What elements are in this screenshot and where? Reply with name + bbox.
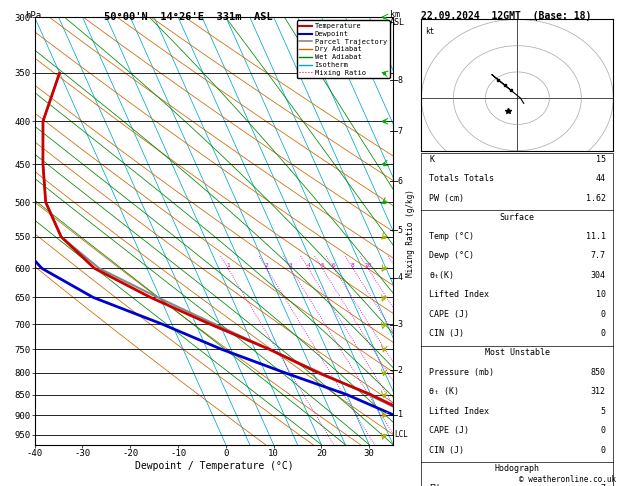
Text: Lifted Index: Lifted Index — [429, 291, 489, 299]
Text: CIN (J): CIN (J) — [429, 330, 464, 338]
Text: EH: EH — [429, 484, 439, 486]
Text: ASL: ASL — [390, 18, 405, 28]
Text: 5: 5 — [398, 226, 403, 235]
Text: 3: 3 — [289, 263, 292, 268]
Text: 7: 7 — [601, 484, 606, 486]
Text: Totals Totals: Totals Totals — [429, 174, 494, 183]
Text: 6: 6 — [398, 177, 403, 186]
Text: 6: 6 — [332, 263, 336, 268]
X-axis label: Dewpoint / Temperature (°C): Dewpoint / Temperature (°C) — [135, 461, 293, 470]
Text: 7.7: 7.7 — [591, 251, 606, 260]
Text: Most Unstable: Most Unstable — [485, 348, 550, 357]
Text: CAPE (J): CAPE (J) — [429, 426, 469, 435]
Text: 44: 44 — [596, 174, 606, 183]
Text: 1: 1 — [226, 263, 230, 268]
Text: LCL: LCL — [394, 431, 408, 439]
Text: km: km — [390, 10, 400, 19]
Text: 0: 0 — [601, 330, 606, 338]
Text: Mixing Ratio (g/kg): Mixing Ratio (g/kg) — [406, 190, 415, 277]
Text: PW (cm): PW (cm) — [429, 194, 464, 203]
Text: 2: 2 — [398, 366, 403, 375]
Text: Pressure (mb): Pressure (mb) — [429, 367, 494, 377]
Text: 22.09.2024  12GMT  (Base: 18): 22.09.2024 12GMT (Base: 18) — [421, 11, 592, 21]
Text: 312: 312 — [591, 387, 606, 396]
Text: CIN (J): CIN (J) — [429, 446, 464, 454]
Text: 1: 1 — [398, 410, 403, 419]
Text: 0: 0 — [601, 310, 606, 319]
Text: 4: 4 — [306, 263, 310, 268]
Text: 5: 5 — [601, 407, 606, 416]
Text: K: K — [429, 155, 434, 164]
Text: θₜ(K): θₜ(K) — [429, 271, 454, 280]
Text: Lifted Index: Lifted Index — [429, 407, 489, 416]
Text: θₜ (K): θₜ (K) — [429, 387, 459, 396]
Text: 10: 10 — [364, 263, 372, 268]
Text: kt: kt — [425, 27, 434, 36]
Text: 3: 3 — [398, 320, 403, 329]
Text: 0: 0 — [601, 426, 606, 435]
Text: 8: 8 — [398, 76, 403, 85]
Text: 5: 5 — [320, 263, 324, 268]
Legend: Temperature, Dewpoint, Parcel Trajectory, Dry Adiabat, Wet Adiabat, Isotherm, Mi: Temperature, Dewpoint, Parcel Trajectory… — [296, 20, 389, 78]
Text: Hodograph: Hodograph — [495, 464, 540, 473]
Text: 304: 304 — [591, 271, 606, 280]
Text: 2: 2 — [265, 263, 269, 268]
Text: 11.1: 11.1 — [586, 232, 606, 241]
Text: © weatheronline.co.uk: © weatheronline.co.uk — [520, 474, 616, 484]
Text: 0: 0 — [601, 446, 606, 454]
Text: Dewp (°C): Dewp (°C) — [429, 251, 474, 260]
Text: 50°00'N  14°26'E  331m  ASL: 50°00'N 14°26'E 331m ASL — [104, 12, 273, 22]
Text: 7: 7 — [398, 127, 403, 136]
Text: 4: 4 — [398, 273, 403, 282]
Text: 8: 8 — [351, 263, 355, 268]
Text: Surface: Surface — [500, 212, 535, 222]
Text: 10: 10 — [596, 291, 606, 299]
Text: CAPE (J): CAPE (J) — [429, 310, 469, 319]
Text: 850: 850 — [591, 367, 606, 377]
Text: Temp (°C): Temp (°C) — [429, 232, 474, 241]
Text: 1.62: 1.62 — [586, 194, 606, 203]
Text: 15: 15 — [596, 155, 606, 164]
Text: hPa: hPa — [25, 11, 42, 20]
